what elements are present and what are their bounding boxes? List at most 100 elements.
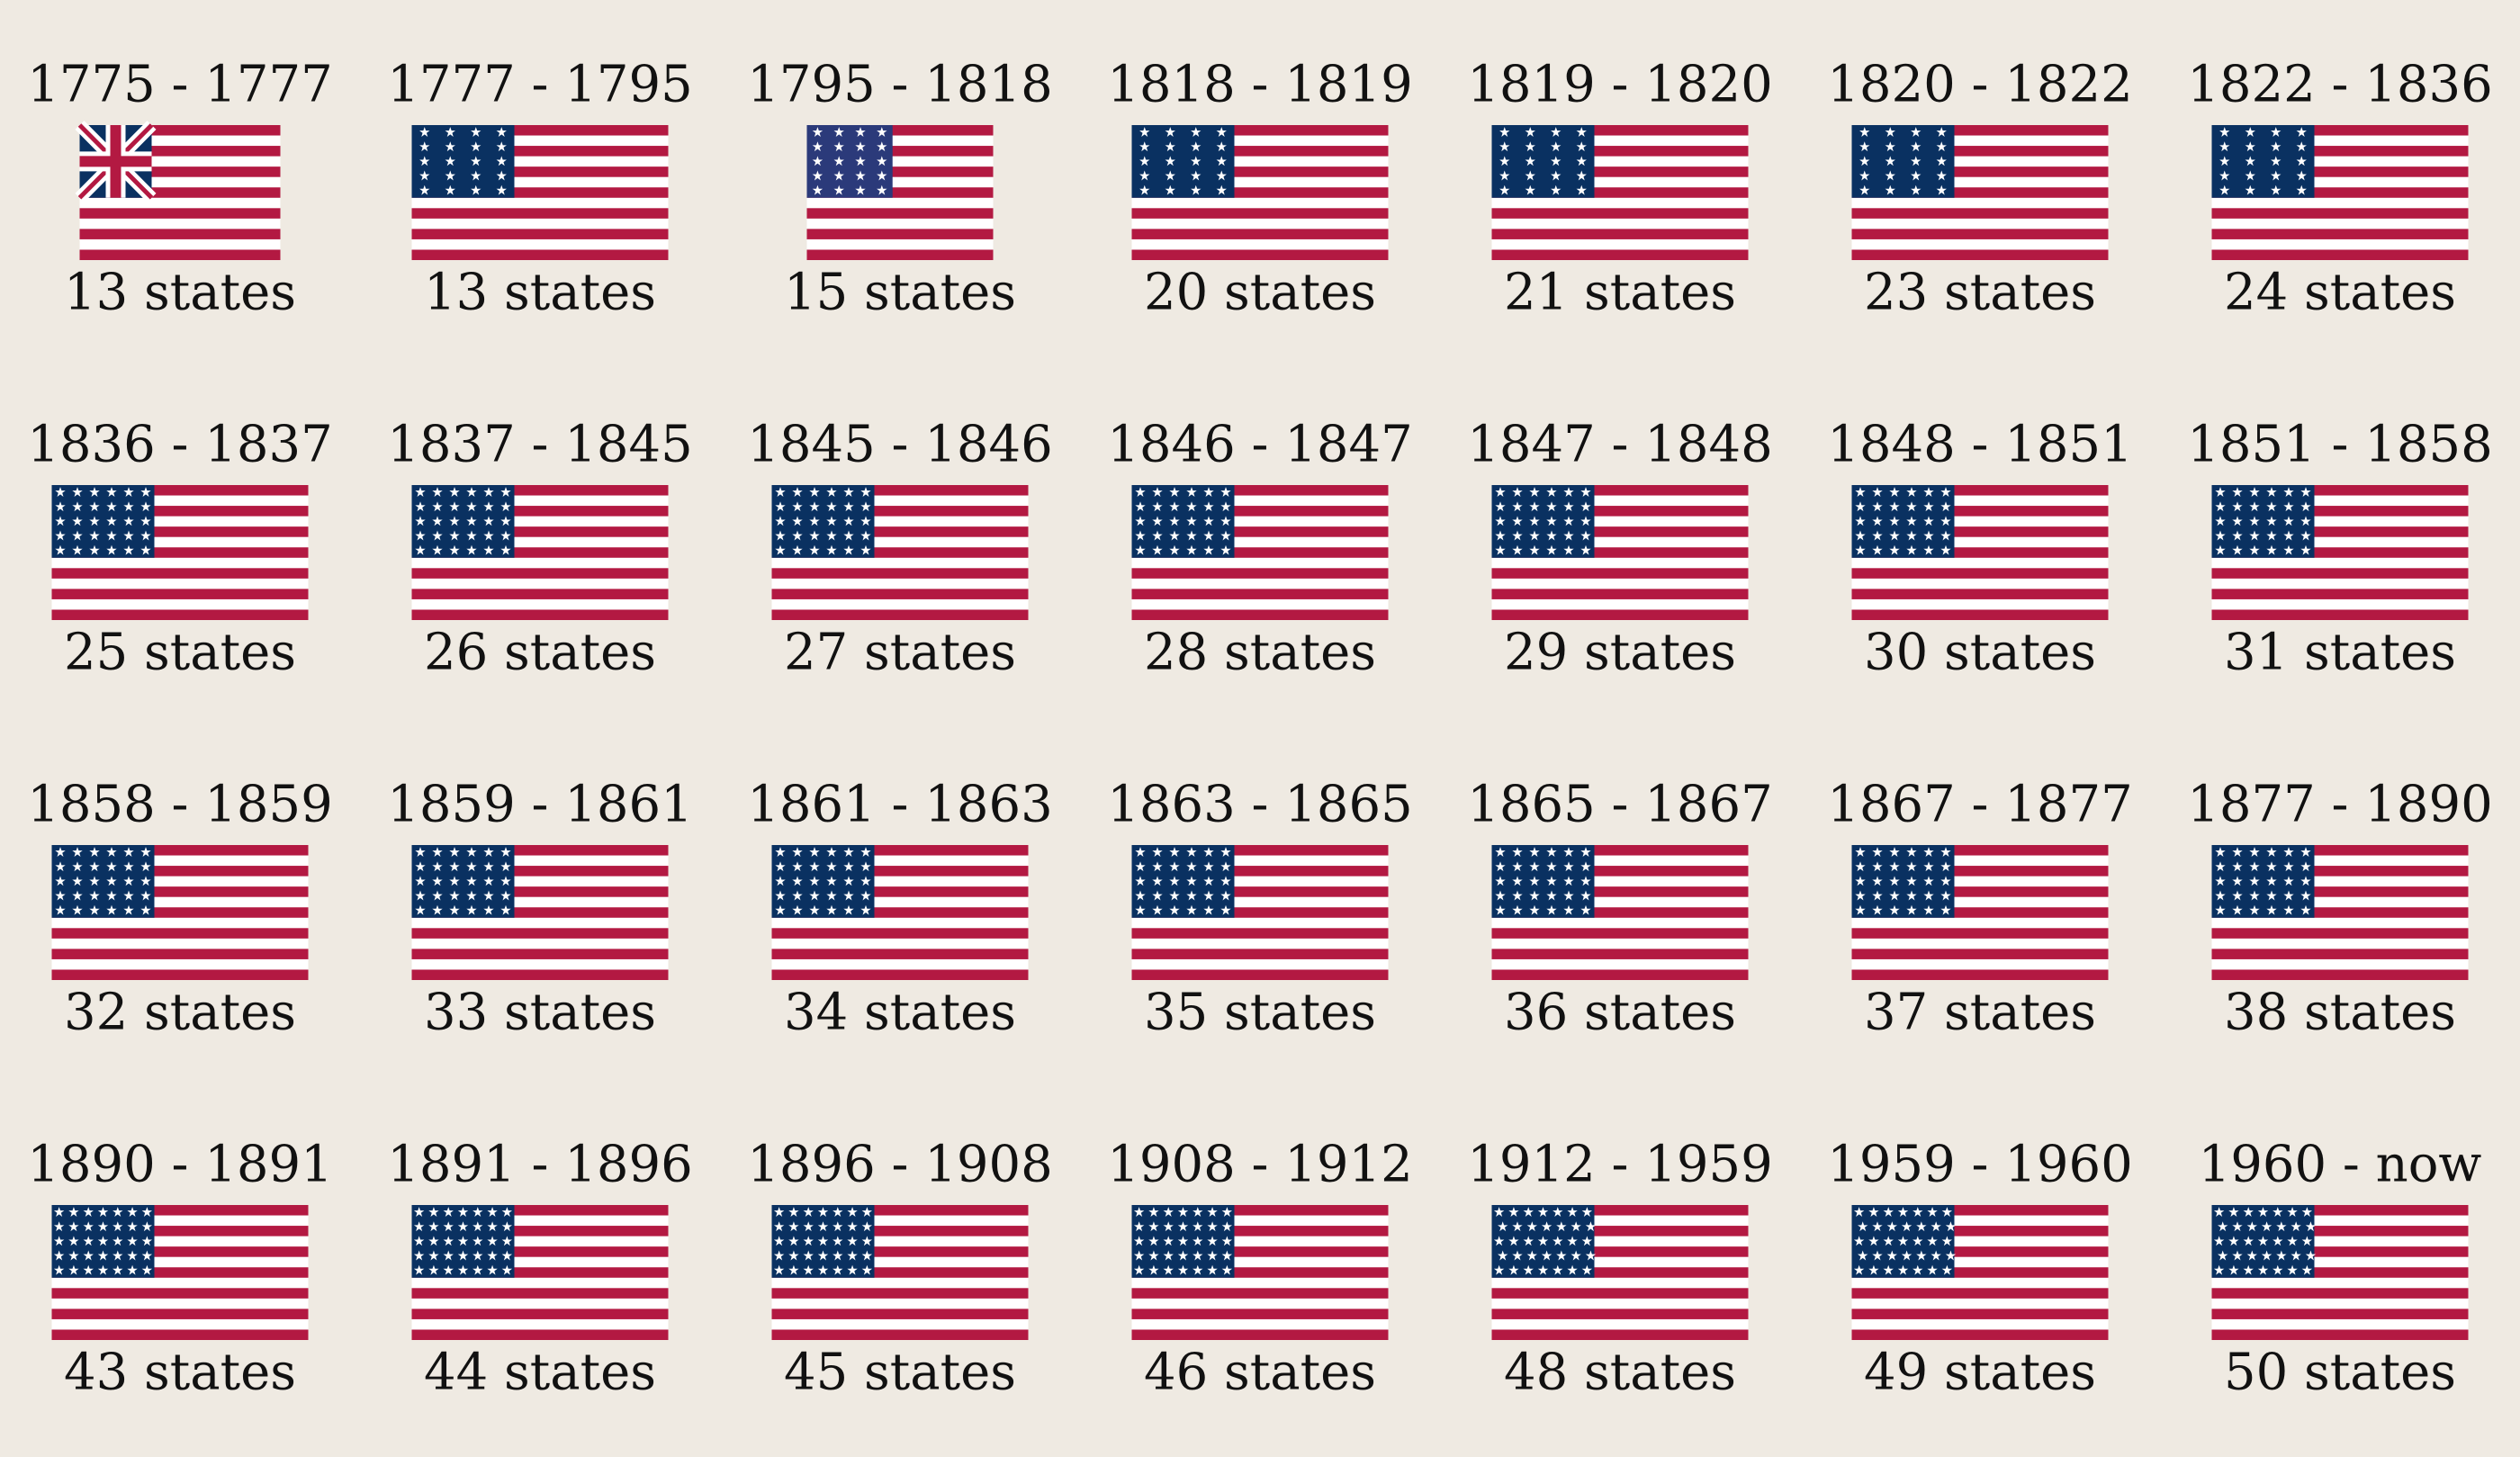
states-label: 49 states [1864, 1344, 2096, 1402]
states-label: 27 states [784, 624, 1016, 682]
flag-stripe [2211, 229, 2469, 239]
flag-stripe [806, 166, 994, 177]
flag [1131, 1205, 1389, 1340]
flag-stripe [1491, 845, 1749, 856]
flag-stripe [1131, 229, 1389, 239]
flag-stripe [51, 1205, 309, 1216]
flag-stripe [411, 229, 669, 239]
flag-stripe [1491, 146, 1749, 157]
canton [1491, 125, 1595, 198]
flag-stripe [2211, 609, 2469, 620]
canton [411, 845, 515, 918]
flag-stripe [771, 907, 1029, 918]
flag [1131, 125, 1389, 260]
canton [1491, 485, 1595, 558]
flag-stripe [79, 125, 281, 136]
flag-stripe [1491, 568, 1749, 579]
flag-stripe [51, 485, 309, 496]
flag-stripe [771, 949, 1029, 959]
flag-stripe [2211, 187, 2469, 198]
flag [2211, 845, 2469, 980]
flag-stripe [2211, 208, 2469, 219]
states-label: 29 states [1504, 624, 1736, 682]
flag-stripe [771, 526, 1029, 537]
flag-stripe [771, 485, 1029, 496]
flag-stripe [411, 1267, 669, 1278]
flag-stripe [1851, 208, 2109, 219]
states-label: 32 states [64, 984, 296, 1042]
period-label: 1863 - 1865 [1107, 776, 1413, 834]
flag-stripe [411, 928, 669, 939]
states-label: 37 states [1864, 984, 2096, 1042]
period-label: 1912 - 1959 [1467, 1136, 1773, 1194]
flag-stripe [411, 526, 669, 537]
flag-stripe [1491, 928, 1749, 939]
states-label: 20 states [1144, 264, 1376, 322]
flag-stripe [806, 187, 994, 198]
flag-stripe [51, 1329, 309, 1340]
flag-stripe [1851, 1309, 2109, 1319]
states-label: 13 states [64, 264, 296, 322]
states-label: 24 states [2224, 264, 2456, 322]
flag-stripe [411, 589, 669, 599]
flag-stripe [51, 928, 309, 939]
flag-stripe [411, 208, 669, 219]
flag-stripe [1131, 187, 1389, 198]
flag-stripe [1131, 1205, 1389, 1216]
flag-stripe [2211, 506, 2469, 517]
flag-stripe [1131, 1309, 1389, 1319]
flag-stripe [2211, 526, 2469, 537]
flag-stripe [1851, 1267, 2109, 1278]
flag-stripe [1491, 506, 1749, 517]
flag-stripe [1131, 845, 1389, 856]
canton [2211, 125, 2315, 198]
flag-stripe [411, 125, 669, 136]
period-label: 1896 - 1908 [747, 1136, 1053, 1194]
flag-stripe [1131, 166, 1389, 177]
flag-stripe [1131, 907, 1389, 918]
flag-stripe [1131, 208, 1389, 219]
flag [1851, 1205, 2109, 1340]
period-label: 1891 - 1896 [387, 1136, 693, 1194]
states-label: 21 states [1504, 264, 1736, 322]
period-label: 1858 - 1859 [27, 776, 333, 834]
flag-stripe [1131, 949, 1389, 959]
flag-stripe [1131, 1267, 1389, 1278]
flag-stripe [1851, 485, 2109, 496]
canton [2211, 485, 2315, 558]
flag-stripe [51, 568, 309, 579]
flag-stripe [2211, 166, 2469, 177]
period-label: 1867 - 1877 [1827, 776, 2133, 834]
flag-stripe [79, 146, 281, 157]
flag-stripe [1851, 146, 2109, 157]
flag-stripe [1131, 506, 1389, 517]
flag-stripe [1491, 1329, 1749, 1340]
flag-stripe [771, 1226, 1029, 1237]
flag-stripe [1851, 1205, 2109, 1216]
flag-stripe [51, 969, 309, 980]
flag [1851, 845, 2109, 980]
canton [771, 485, 875, 558]
canton [1131, 125, 1235, 198]
states-label: 35 states [1144, 984, 1376, 1042]
flag-stripe [1851, 589, 2109, 599]
flag-stripe [411, 949, 669, 959]
flag-stripe [51, 1246, 309, 1257]
flag [411, 845, 669, 980]
flag-stripe [2211, 1267, 2469, 1278]
flag-stripe [2211, 1226, 2469, 1237]
flag [411, 1205, 669, 1340]
flag [2211, 485, 2469, 620]
flag-stripe [2211, 1288, 2469, 1299]
period-label: 1890 - 1891 [27, 1136, 333, 1194]
flag-stripe [771, 506, 1029, 517]
flag [1491, 485, 1749, 620]
flag-stripe [1851, 187, 2109, 198]
flag-stripe [1131, 568, 1389, 579]
canton [1131, 485, 1235, 558]
states-label: 23 states [1864, 264, 2096, 322]
flag-stripe [411, 187, 669, 198]
flag [51, 1205, 309, 1340]
flag-stripe [1851, 506, 2109, 517]
flag-stripe [1851, 229, 2109, 239]
